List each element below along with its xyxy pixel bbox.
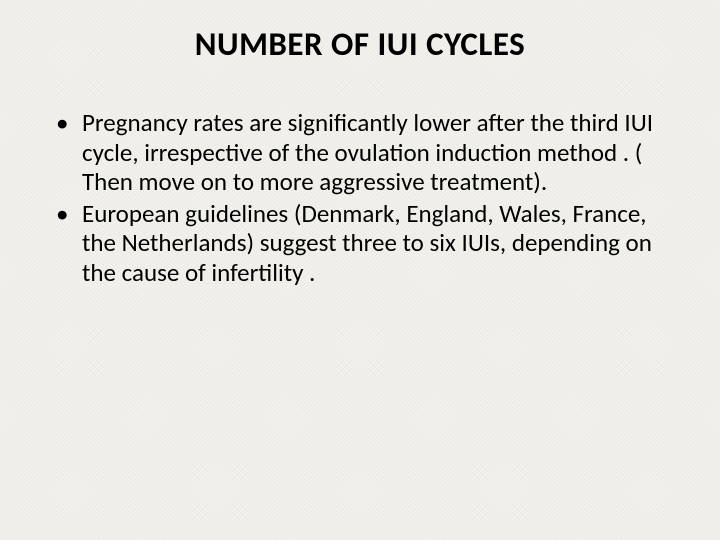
slide-title: NUMBER OF IUI CYCLES (40, 24, 680, 64)
slide-container: NUMBER OF IUI CYCLES Pregnancy rates are… (0, 0, 720, 540)
bullet-list: Pregnancy rates are significantly lower … (40, 108, 680, 287)
bullet-item: European guidelines (Denmark, England, W… (82, 199, 680, 288)
bullet-item: Pregnancy rates are significantly lower … (82, 108, 680, 197)
